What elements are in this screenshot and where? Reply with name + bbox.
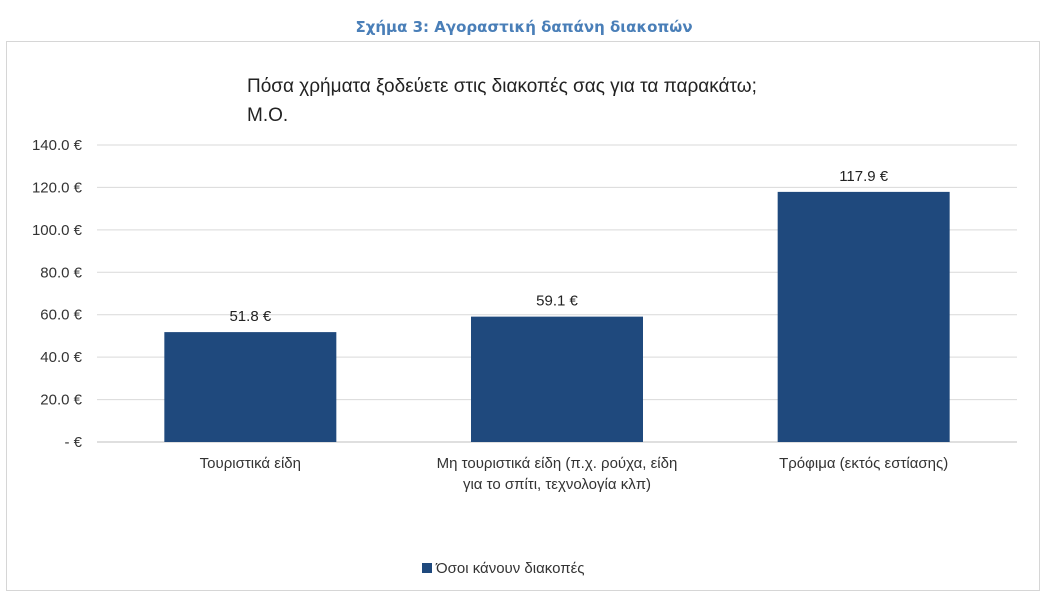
y-tick-label: 40.0 € — [40, 349, 82, 366]
bar — [471, 316, 643, 442]
chart-title: Πόσα χρήματα ξοδεύετε στις διακοπές σας … — [247, 76, 757, 97]
bar-chart: Πόσα χρήματα ξοδεύετε στις διακοπές σας … — [32, 76, 1017, 577]
y-tick-label: 80.0 € — [40, 264, 82, 281]
y-tick-label: 120.0 € — [32, 179, 83, 196]
y-tick-label: - € — [64, 434, 82, 451]
y-tick-label: 100.0 € — [32, 222, 83, 239]
data-label: 59.1 € — [536, 293, 578, 310]
category-label: Τρόφιμα (εκτός εστίασης) — [779, 455, 948, 472]
legend-label: Όσοι κάνουν διακοπές — [435, 560, 584, 577]
category-label: Μη τουριστικά είδη (π.χ. ρούχα, είδη — [437, 455, 678, 472]
chart-frame: Πόσα χρήματα ξοδεύετε στις διακοπές σας … — [6, 41, 1040, 591]
category-label: Τουριστικά είδη — [200, 455, 301, 472]
bar — [777, 191, 950, 442]
category-label: για το σπίτι, τεχνολογία κλπ) — [463, 476, 651, 493]
y-tick-label: 140.0 € — [32, 137, 83, 154]
bar — [164, 332, 337, 442]
data-label: 51.8 € — [229, 308, 271, 325]
chart-subtitle: Μ.Ο. — [247, 105, 288, 126]
figure-caption: Σχήμα 3: Αγοραστική δαπάνη διακοπών — [355, 18, 693, 36]
y-tick-label: 20.0 € — [40, 392, 82, 409]
data-label: 117.9 € — [839, 168, 889, 185]
legend-swatch — [422, 563, 432, 573]
y-tick-label: 60.0 € — [40, 307, 82, 324]
